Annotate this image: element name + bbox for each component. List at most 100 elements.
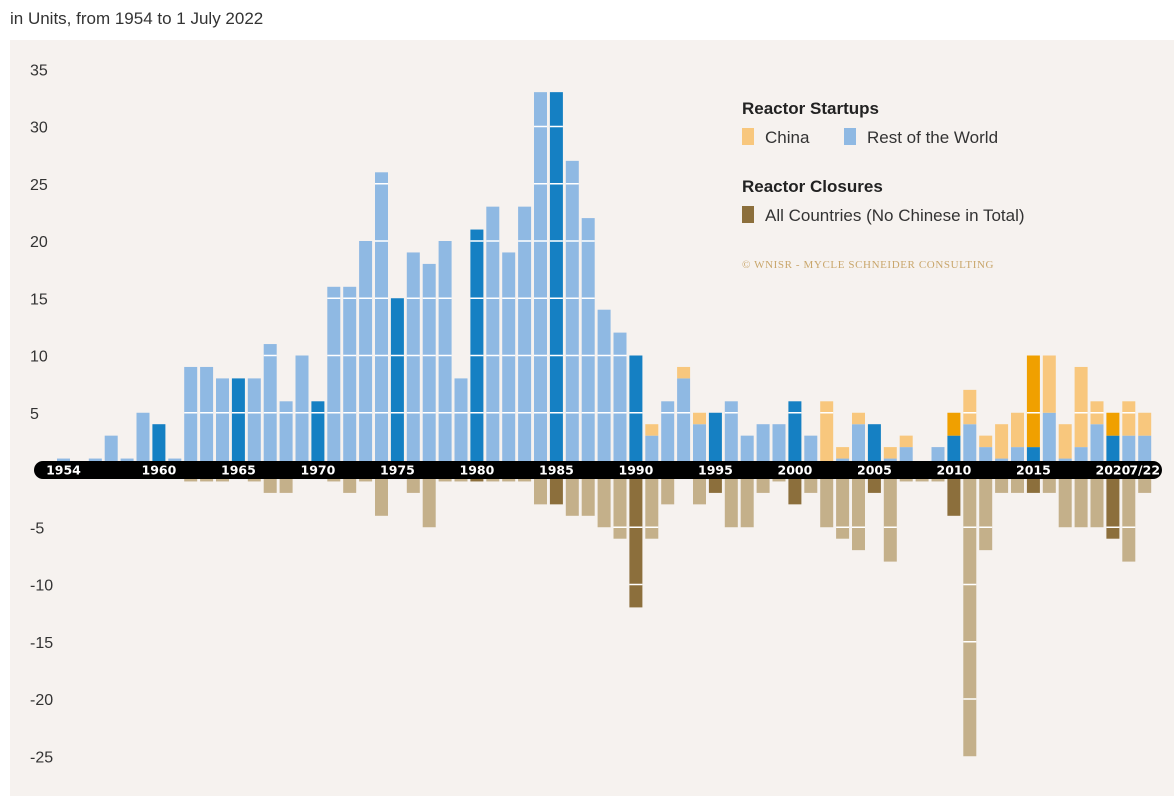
bar-gridline: [883, 526, 897, 528]
bar-gridline: [788, 412, 802, 414]
bar-rest-of-world-1976: [406, 252, 420, 470]
x-tick-label: 1975: [380, 463, 415, 478]
y-tick-label: 30: [30, 120, 48, 137]
bar-gridline: [629, 526, 643, 528]
bar-closure-1974: [375, 470, 388, 516]
bar-rest-of-world-1993: [677, 378, 691, 470]
bar-gridline: [836, 526, 850, 528]
bar-gridline: [375, 412, 388, 414]
bar-rest-of-world-2011: [963, 424, 977, 470]
bar-rest-of-world-1982: [502, 252, 516, 470]
bar-closure-1996: [724, 470, 738, 528]
bar-gridline: [1026, 412, 1040, 414]
bar-closure-1990: [629, 470, 643, 608]
bar-closure-2018: [1074, 470, 1088, 528]
bar-gridline: [390, 354, 404, 357]
bar-gridline: [597, 354, 611, 357]
bar-gridline: [184, 412, 198, 414]
bar-gridline: [422, 412, 436, 414]
bar-gridline: [963, 698, 977, 700]
bar-gridline: [565, 412, 579, 414]
bar-rest-of-world-1985: [549, 92, 563, 471]
x-tick-label: 1995: [698, 463, 733, 478]
bar-closure-2012: [979, 470, 993, 551]
chart-subtitle: in Units, from 1954 to 1 July 2022: [10, 9, 263, 28]
bar-rest-of-world-1999: [772, 424, 786, 470]
bar-gridline: [518, 412, 532, 414]
bar-closure-2017: [1058, 470, 1072, 528]
bar-gridline: [518, 354, 532, 357]
bar-closure-1989: [613, 470, 627, 539]
bar-gridline: [581, 412, 595, 414]
bar-gridline: [406, 412, 420, 414]
x-tick-label: 1980: [460, 463, 495, 478]
bar-rest-of-world-1996: [724, 401, 738, 470]
bar-rest-of-world-1964: [216, 378, 229, 470]
bar-gridline: [963, 641, 977, 643]
bar-gridline: [565, 240, 579, 242]
bar-gridline: [359, 297, 373, 299]
x-tick-label: 1960: [142, 463, 177, 478]
x-tick-label: 1970: [301, 463, 336, 478]
bar-gridline: [263, 412, 277, 414]
bar-closure-2010: [947, 470, 961, 516]
bar-closure-2020: [1106, 470, 1120, 539]
bar-rest-of-world-1965: [231, 378, 245, 470]
bar-china-2022: [1138, 412, 1152, 436]
legend-china-swatch: [742, 128, 754, 145]
bar-china-2012: [979, 435, 993, 448]
bar-rest-of-world-2019: [1090, 424, 1104, 470]
bar-gridline: [1074, 412, 1088, 414]
bar-gridline: [438, 297, 452, 299]
bar-gridline: [565, 354, 579, 357]
bar-gridline: [247, 412, 261, 414]
bar-gridline: [581, 297, 595, 299]
bar-china-2020: [1106, 412, 1120, 436]
bar-gridline: [1122, 412, 1136, 414]
bar-gridline: [518, 297, 532, 299]
bar-closure-1988: [597, 470, 611, 528]
bar-gridline: [1090, 412, 1104, 414]
bar-rest-of-world-1974: [375, 172, 388, 471]
legend-rest-swatch: [844, 128, 856, 145]
bar-closure-2003: [836, 470, 850, 539]
y-tick-label: 15: [30, 291, 48, 308]
bar-gridline: [549, 183, 563, 185]
bar-rest-of-world-1986: [565, 160, 579, 470]
y-tick-label: -5: [30, 520, 44, 537]
bar-rest-of-world-1998: [756, 424, 770, 470]
bar-closure-1977: [422, 470, 436, 528]
bar-rest-of-world-1981: [486, 206, 500, 470]
y-axis-ticks: 35 30 25 20 15 10 5 -5 -10 -15 -20 -25: [30, 62, 53, 766]
bar-closure-2011: [963, 470, 977, 757]
bar-gridline: [661, 412, 675, 414]
bar-china-2021: [1122, 401, 1136, 436]
bar-rest-of-world-1995: [708, 412, 722, 470]
y-tick-label: -25: [30, 749, 53, 766]
bar-gridline: [295, 412, 309, 414]
bar-closure-2021: [1122, 470, 1136, 562]
bar-gridline: [502, 297, 516, 299]
bar-rest-of-world-1959: [136, 412, 150, 470]
bar-rest-of-world-2000: [788, 401, 802, 470]
x-tick-label: 1965: [221, 463, 256, 478]
bar-rest-of-world-1962: [184, 366, 198, 470]
legend: Reactor Startups China Rest of the World…: [742, 99, 1025, 271]
bar-gridline: [375, 297, 388, 299]
bar-gridline: [613, 412, 627, 414]
bar-gridline: [470, 412, 484, 414]
bar-gridline: [534, 297, 547, 299]
bar-gridline: [549, 240, 563, 242]
bar-gridline: [486, 412, 500, 414]
bar-closure-1991: [645, 470, 659, 539]
bar-china-2017: [1058, 424, 1072, 459]
bar-gridline: [470, 240, 484, 242]
bar-rest-of-world-1966: [247, 378, 261, 470]
bar-china-2018: [1074, 366, 1088, 448]
bar-rest-of-world-1977: [422, 263, 436, 470]
bar-rest-of-world-1971: [327, 286, 341, 470]
bar-china-2010: [947, 412, 961, 436]
y-tick-label: 10: [30, 349, 48, 366]
legend-closures-title: Reactor Closures: [742, 177, 883, 196]
legend-china-label: China: [765, 128, 810, 147]
